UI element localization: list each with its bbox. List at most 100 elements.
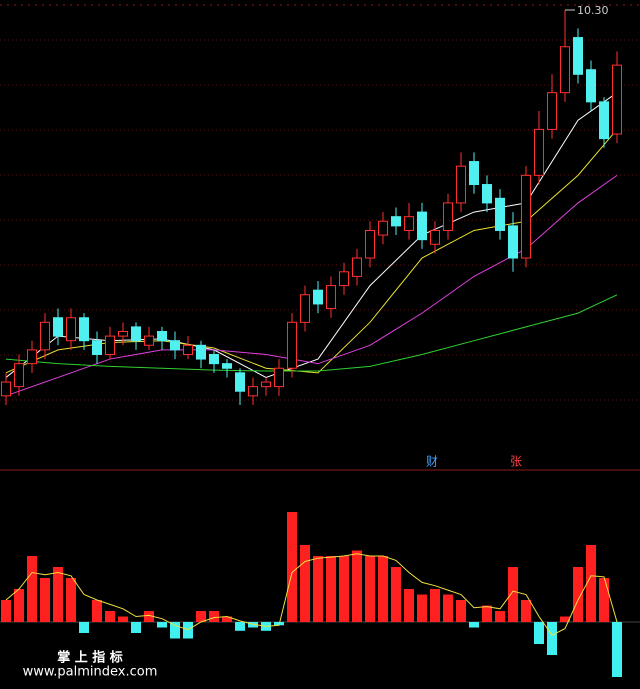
histogram-bar: [66, 578, 76, 622]
histogram-bar: [352, 550, 362, 622]
candle-body: [560, 46, 570, 94]
histogram-bar: [417, 594, 427, 622]
histogram-bar: [131, 622, 141, 633]
histogram-bar: [534, 622, 544, 644]
histogram-bar: [287, 512, 297, 622]
histogram-bar: [144, 611, 154, 622]
histogram-bar: [521, 600, 531, 622]
histogram-bar: [53, 567, 63, 622]
histogram-bar: [118, 616, 128, 622]
candle-body: [417, 211, 427, 241]
candle-body: [482, 184, 492, 204]
histogram-bar: [196, 611, 206, 622]
candle-body: [14, 363, 24, 388]
candle-body: [573, 37, 583, 75]
candle-body: [430, 229, 440, 245]
candle-body: [443, 202, 453, 231]
candle-body: [105, 335, 115, 355]
candle-body: [53, 317, 63, 337]
histogram-bar: [170, 622, 180, 639]
candle-body: [131, 326, 141, 342]
histogram-bar: [404, 589, 414, 622]
histogram-bar: [599, 578, 609, 622]
watermark-url: www.palmindex.com: [23, 665, 158, 680]
histogram-bar: [1, 600, 11, 622]
candle-body: [365, 229, 375, 259]
candle-body: [196, 344, 206, 360]
histogram-bar: [40, 578, 50, 622]
candle-body: [339, 271, 349, 287]
histogram-bar: [508, 567, 518, 622]
histogram-bar: [482, 605, 492, 622]
histogram-bar: [313, 556, 323, 622]
candle-body: [300, 294, 310, 323]
signal-marker: 财: [426, 455, 438, 469]
candle-body: [599, 101, 609, 140]
candle-body: [170, 340, 180, 351]
candle-body: [222, 363, 232, 369]
candle-body: [40, 321, 50, 351]
histogram-bar: [339, 556, 349, 622]
candle-body: [404, 216, 414, 231]
histogram-bar: [456, 600, 466, 622]
candle-body: [261, 381, 271, 388]
candle-body: [92, 340, 102, 355]
histogram-bar: [365, 556, 375, 622]
histogram-bar: [27, 556, 37, 622]
histogram-bar: [183, 622, 193, 639]
candle-body: [612, 64, 622, 135]
candle-body: [313, 289, 323, 305]
candle-body: [586, 69, 596, 103]
candle-body: [495, 197, 505, 231]
histogram-bar: [79, 622, 89, 633]
histogram-bar: [248, 622, 258, 628]
candle-body: [456, 165, 466, 204]
histogram-bar: [222, 616, 232, 622]
histogram-bar: [443, 594, 453, 622]
candle-body: [157, 331, 167, 342]
high-label: 10.30: [577, 4, 609, 17]
candle-body: [248, 386, 258, 397]
watermark-title: 掌 上 指 标: [57, 650, 123, 666]
candle-body: [508, 225, 518, 259]
candle-body: [378, 220, 388, 236]
histogram-bar: [495, 611, 505, 622]
histogram-bar: [547, 622, 557, 655]
histogram-bar: [300, 545, 310, 622]
histogram-bar: [573, 567, 583, 622]
histogram-bar: [469, 622, 479, 628]
candle-body: [274, 367, 284, 388]
candle-body: [235, 372, 245, 392]
candle-body: [521, 174, 531, 259]
candle-body: [118, 331, 128, 337]
candle-body: [66, 317, 76, 342]
candle-body: [144, 335, 154, 346]
candle-body: [391, 216, 401, 227]
histogram-bar: [14, 589, 24, 622]
histogram-bar: [378, 556, 388, 622]
histogram-bar: [235, 622, 245, 631]
candle-body: [27, 349, 37, 365]
candle-body: [209, 353, 219, 365]
candle-body: [352, 257, 362, 277]
candle-body: [1, 381, 11, 397]
signal-line: [5, 553, 618, 636]
histogram-bar: [105, 611, 115, 622]
histogram-bar: [430, 589, 440, 622]
moving-average: [5, 294, 618, 372]
histogram-bar: [326, 556, 336, 622]
histogram-bar: [157, 622, 167, 628]
candle-body: [469, 161, 479, 186]
histogram-bar: [560, 616, 570, 622]
signal-marker: 张: [510, 455, 522, 469]
candle-body: [79, 317, 89, 342]
candle-body: [534, 128, 544, 176]
histogram-bar: [612, 622, 622, 677]
candle-body: [326, 285, 336, 310]
candle-body: [287, 321, 297, 369]
candle-body: [183, 344, 193, 355]
histogram-bar: [92, 600, 102, 622]
histogram-bar: [209, 611, 219, 622]
histogram-bar: [586, 545, 596, 622]
